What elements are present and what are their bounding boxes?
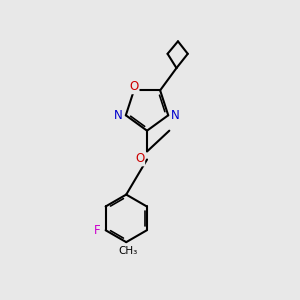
Text: N: N <box>114 109 123 122</box>
Text: N: N <box>171 109 180 122</box>
Text: O: O <box>129 80 139 93</box>
Text: F: F <box>93 224 100 237</box>
Text: O: O <box>135 152 144 165</box>
Text: CH₃: CH₃ <box>118 246 137 256</box>
